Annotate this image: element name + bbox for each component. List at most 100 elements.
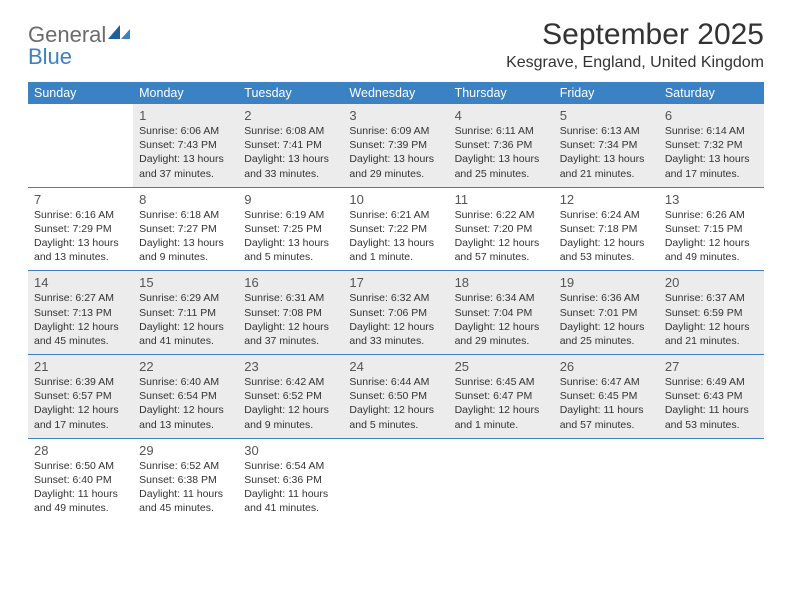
sunrise-line: Sunrise: 6:52 AM	[139, 459, 232, 473]
sunrise-line: Sunrise: 6:34 AM	[455, 291, 548, 305]
sunset-line: Sunset: 7:25 PM	[244, 222, 337, 236]
day-cell: 17Sunrise: 6:32 AMSunset: 7:06 PMDayligh…	[343, 271, 448, 354]
day-number: 12	[560, 192, 653, 207]
daylight-line: Daylight: 11 hours and 53 minutes.	[665, 403, 758, 431]
daylight-line: Daylight: 12 hours and 1 minute.	[455, 403, 548, 431]
day-cell: 4Sunrise: 6:11 AMSunset: 7:36 PMDaylight…	[449, 104, 554, 187]
day-cell: 18Sunrise: 6:34 AMSunset: 7:04 PMDayligh…	[449, 271, 554, 354]
day-cell: 5Sunrise: 6:13 AMSunset: 7:34 PMDaylight…	[554, 104, 659, 187]
day-cell	[343, 439, 448, 522]
daylight-line: Daylight: 12 hours and 21 minutes.	[665, 320, 758, 348]
day-cell: 11Sunrise: 6:22 AMSunset: 7:20 PMDayligh…	[449, 188, 554, 271]
day-cell: 28Sunrise: 6:50 AMSunset: 6:40 PMDayligh…	[28, 439, 133, 522]
daylight-line: Daylight: 12 hours and 41 minutes.	[139, 320, 232, 348]
sunset-line: Sunset: 7:20 PM	[455, 222, 548, 236]
day-cell	[449, 439, 554, 522]
dow-saturday: Saturday	[659, 82, 764, 104]
sunrise-line: Sunrise: 6:44 AM	[349, 375, 442, 389]
day-number: 7	[34, 192, 127, 207]
day-cell: 24Sunrise: 6:44 AMSunset: 6:50 PMDayligh…	[343, 355, 448, 438]
day-number: 29	[139, 443, 232, 458]
sunrise-line: Sunrise: 6:11 AM	[455, 124, 548, 138]
daylight-line: Daylight: 12 hours and 13 minutes.	[139, 403, 232, 431]
day-number: 11	[455, 192, 548, 207]
sunset-line: Sunset: 6:52 PM	[244, 389, 337, 403]
day-cell: 2Sunrise: 6:08 AMSunset: 7:41 PMDaylight…	[238, 104, 343, 187]
day-number: 2	[244, 108, 337, 123]
daylight-line: Daylight: 13 hours and 21 minutes.	[560, 152, 653, 180]
day-number: 16	[244, 275, 337, 290]
daylight-line: Daylight: 13 hours and 5 minutes.	[244, 236, 337, 264]
sunset-line: Sunset: 7:41 PM	[244, 138, 337, 152]
daylight-line: Daylight: 13 hours and 13 minutes.	[34, 236, 127, 264]
day-number: 4	[455, 108, 548, 123]
sunset-line: Sunset: 7:01 PM	[560, 306, 653, 320]
sunset-line: Sunset: 7:27 PM	[139, 222, 232, 236]
logo: General Blue	[28, 24, 130, 68]
sunrise-line: Sunrise: 6:49 AM	[665, 375, 758, 389]
sunset-line: Sunset: 7:29 PM	[34, 222, 127, 236]
week-row: 21Sunrise: 6:39 AMSunset: 6:57 PMDayligh…	[28, 355, 764, 439]
sunset-line: Sunset: 6:45 PM	[560, 389, 653, 403]
day-cell: 26Sunrise: 6:47 AMSunset: 6:45 PMDayligh…	[554, 355, 659, 438]
day-cell: 7Sunrise: 6:16 AMSunset: 7:29 PMDaylight…	[28, 188, 133, 271]
day-number: 28	[34, 443, 127, 458]
day-number: 18	[455, 275, 548, 290]
sunrise-line: Sunrise: 6:45 AM	[455, 375, 548, 389]
dow-thursday: Thursday	[449, 82, 554, 104]
day-number: 1	[139, 108, 232, 123]
sunrise-line: Sunrise: 6:13 AM	[560, 124, 653, 138]
sunrise-line: Sunrise: 6:09 AM	[349, 124, 442, 138]
sunset-line: Sunset: 7:39 PM	[349, 138, 442, 152]
sunset-line: Sunset: 6:43 PM	[665, 389, 758, 403]
daylight-line: Daylight: 12 hours and 29 minutes.	[455, 320, 548, 348]
sunrise-line: Sunrise: 6:08 AM	[244, 124, 337, 138]
daylight-line: Daylight: 11 hours and 49 minutes.	[34, 487, 127, 515]
day-number: 24	[349, 359, 442, 374]
week-row: 14Sunrise: 6:27 AMSunset: 7:13 PMDayligh…	[28, 271, 764, 355]
dow-sunday: Sunday	[28, 82, 133, 104]
sunrise-line: Sunrise: 6:37 AM	[665, 291, 758, 305]
daylight-line: Daylight: 12 hours and 5 minutes.	[349, 403, 442, 431]
sunset-line: Sunset: 6:50 PM	[349, 389, 442, 403]
day-number: 9	[244, 192, 337, 207]
calendar-page: General Blue September 2025 Kesgrave, En…	[0, 0, 792, 531]
day-number: 14	[34, 275, 127, 290]
sunset-line: Sunset: 7:13 PM	[34, 306, 127, 320]
sunrise-line: Sunrise: 6:21 AM	[349, 208, 442, 222]
dow-tuesday: Tuesday	[238, 82, 343, 104]
day-number: 25	[455, 359, 548, 374]
day-number: 3	[349, 108, 442, 123]
sunset-line: Sunset: 7:22 PM	[349, 222, 442, 236]
sunrise-line: Sunrise: 6:40 AM	[139, 375, 232, 389]
sunset-line: Sunset: 6:40 PM	[34, 473, 127, 487]
daylight-line: Daylight: 13 hours and 29 minutes.	[349, 152, 442, 180]
day-number: 17	[349, 275, 442, 290]
sunrise-line: Sunrise: 6:26 AM	[665, 208, 758, 222]
day-cell: 10Sunrise: 6:21 AMSunset: 7:22 PMDayligh…	[343, 188, 448, 271]
sunrise-line: Sunrise: 6:22 AM	[455, 208, 548, 222]
day-cell	[659, 439, 764, 522]
dow-wednesday: Wednesday	[343, 82, 448, 104]
day-cell: 13Sunrise: 6:26 AMSunset: 7:15 PMDayligh…	[659, 188, 764, 271]
daylight-line: Daylight: 13 hours and 9 minutes.	[139, 236, 232, 264]
sunset-line: Sunset: 7:36 PM	[455, 138, 548, 152]
sunrise-line: Sunrise: 6:16 AM	[34, 208, 127, 222]
sunset-line: Sunset: 7:04 PM	[455, 306, 548, 320]
daylight-line: Daylight: 12 hours and 33 minutes.	[349, 320, 442, 348]
day-cell	[554, 439, 659, 522]
logo-text-blue: Blue	[28, 46, 130, 68]
week-row: 7Sunrise: 6:16 AMSunset: 7:29 PMDaylight…	[28, 188, 764, 272]
sunset-line: Sunset: 6:54 PM	[139, 389, 232, 403]
header-row: General Blue September 2025 Kesgrave, En…	[28, 18, 764, 72]
day-number: 15	[139, 275, 232, 290]
daylight-line: Daylight: 13 hours and 33 minutes.	[244, 152, 337, 180]
daylight-line: Daylight: 13 hours and 1 minute.	[349, 236, 442, 264]
day-number: 19	[560, 275, 653, 290]
day-cell: 3Sunrise: 6:09 AMSunset: 7:39 PMDaylight…	[343, 104, 448, 187]
sunrise-line: Sunrise: 6:14 AM	[665, 124, 758, 138]
day-cell: 20Sunrise: 6:37 AMSunset: 6:59 PMDayligh…	[659, 271, 764, 354]
sunset-line: Sunset: 6:36 PM	[244, 473, 337, 487]
sunrise-line: Sunrise: 6:29 AM	[139, 291, 232, 305]
day-cell: 1Sunrise: 6:06 AMSunset: 7:43 PMDaylight…	[133, 104, 238, 187]
